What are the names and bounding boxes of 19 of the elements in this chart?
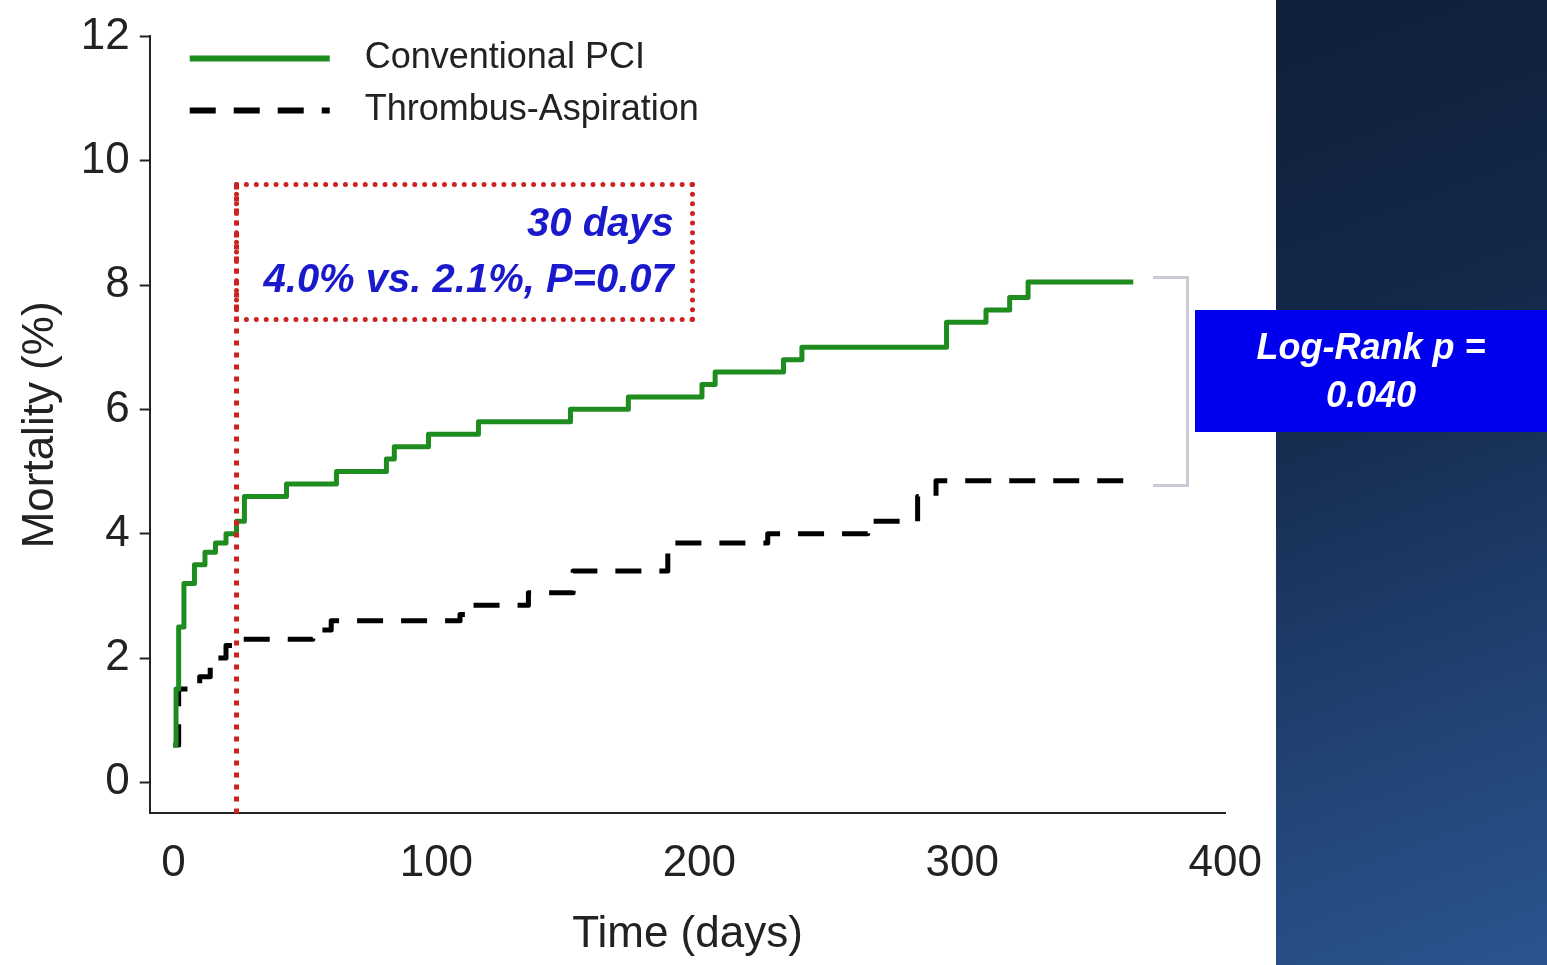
y-tick-label: 6 [105, 381, 130, 431]
x-axis-title: Time (days) [572, 906, 803, 956]
callout-box: Log-Rank p = 0.040 [1195, 310, 1547, 432]
y-tick-label: 12 [80, 8, 130, 58]
x-tick-label: 0 [161, 835, 186, 885]
x-tick-label: 400 [1188, 835, 1262, 885]
y-tick-label: 8 [105, 257, 130, 307]
x-tick-label: 200 [662, 835, 737, 885]
annotation: 4.0% vs. 2.1%, P=0.07 [262, 255, 676, 300]
y-tick-label: 4 [105, 505, 130, 555]
legend-label: Conventional PCI [364, 35, 645, 77]
y-tick-label: 10 [80, 132, 130, 182]
y-tick-label: 2 [105, 630, 130, 680]
annotation: 30 days [527, 199, 674, 244]
x-tick-label: 100 [399, 835, 474, 885]
y-tick-label: 0 [105, 754, 130, 804]
x-tick-label: 300 [925, 835, 1000, 885]
legend-label: Thrombus-Aspiration [364, 87, 699, 129]
y-axis-title: Mortality (%) [12, 301, 62, 549]
